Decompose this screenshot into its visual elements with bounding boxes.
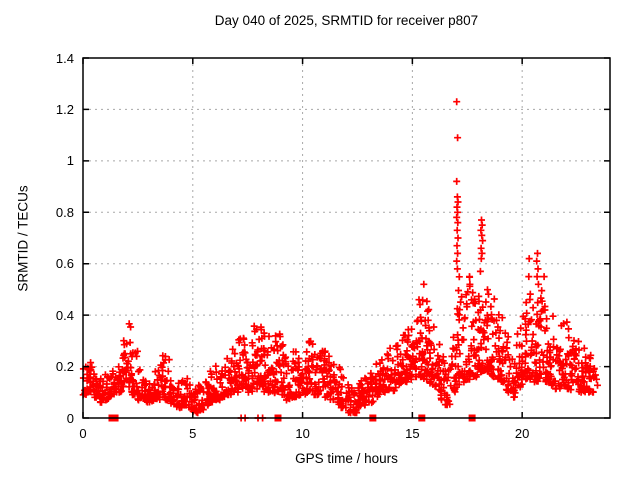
y-tick-label: 0 — [66, 410, 74, 426]
x-tick-label: 5 — [189, 426, 197, 441]
x-tick-label: 20 — [514, 426, 530, 441]
y-tick-label: 1 — [66, 153, 74, 169]
y-tick-label: 1.2 — [55, 101, 74, 117]
y-tick-label: 1.4 — [55, 50, 74, 66]
y-tick-label: 0.2 — [55, 359, 74, 375]
y-tick-label: 0.8 — [55, 204, 74, 220]
chart-title: Day 040 of 2025, SRMTID for receiver p80… — [214, 13, 479, 28]
x-tick-label: 0 — [79, 426, 87, 441]
x-axis-label: GPS time / hours — [295, 451, 398, 466]
y-tick-label: 0.4 — [55, 307, 74, 323]
y-tick-label: 0.6 — [55, 256, 74, 272]
x-tick-label: 10 — [295, 426, 310, 441]
x-tick-label: 15 — [405, 426, 420, 441]
